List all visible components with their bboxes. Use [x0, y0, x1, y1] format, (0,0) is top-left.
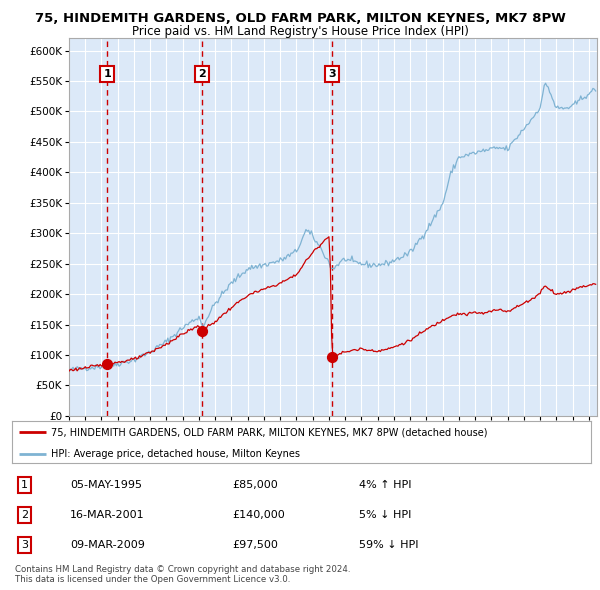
Text: 1: 1	[21, 480, 28, 490]
Text: 16-MAR-2001: 16-MAR-2001	[70, 510, 145, 520]
Text: Price paid vs. HM Land Registry's House Price Index (HPI): Price paid vs. HM Land Registry's House …	[131, 25, 469, 38]
Text: HPI: Average price, detached house, Milton Keynes: HPI: Average price, detached house, Milt…	[52, 449, 301, 459]
Text: Contains HM Land Registry data © Crown copyright and database right 2024.: Contains HM Land Registry data © Crown c…	[15, 565, 350, 574]
Text: 4% ↑ HPI: 4% ↑ HPI	[359, 480, 412, 490]
Text: This data is licensed under the Open Government Licence v3.0.: This data is licensed under the Open Gov…	[15, 575, 290, 584]
Text: 59% ↓ HPI: 59% ↓ HPI	[359, 540, 419, 550]
Text: 3: 3	[21, 540, 28, 550]
Point	[197, 326, 207, 335]
Text: 2: 2	[199, 69, 206, 79]
Point	[103, 359, 112, 369]
Point	[327, 352, 337, 361]
Text: 75, HINDEMITH GARDENS, OLD FARM PARK, MILTON KEYNES, MK7 8PW: 75, HINDEMITH GARDENS, OLD FARM PARK, MI…	[35, 12, 565, 25]
Text: 3: 3	[328, 69, 336, 79]
Text: 05-MAY-1995: 05-MAY-1995	[70, 480, 142, 490]
Text: 1: 1	[103, 69, 111, 79]
Text: £140,000: £140,000	[232, 510, 285, 520]
Text: 5% ↓ HPI: 5% ↓ HPI	[359, 510, 412, 520]
Text: 75, HINDEMITH GARDENS, OLD FARM PARK, MILTON KEYNES, MK7 8PW (detached house): 75, HINDEMITH GARDENS, OLD FARM PARK, MI…	[52, 427, 488, 437]
Text: 2: 2	[21, 510, 28, 520]
Text: £97,500: £97,500	[232, 540, 278, 550]
Text: £85,000: £85,000	[232, 480, 278, 490]
Text: 09-MAR-2009: 09-MAR-2009	[70, 540, 145, 550]
